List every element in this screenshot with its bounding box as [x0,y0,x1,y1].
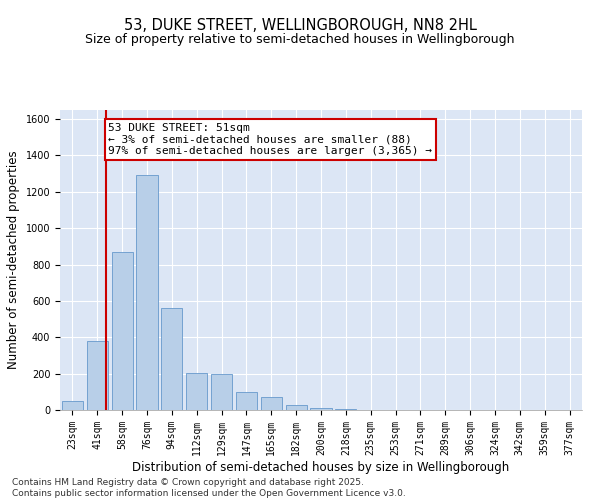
Bar [310,408,332,410]
Bar [211,374,232,410]
Text: 53, DUKE STREET, WELLINGBOROUGH, NN8 2HL: 53, DUKE STREET, WELLINGBOROUGH, NN8 2HL [124,18,476,32]
Bar [112,252,133,410]
Bar [236,392,257,410]
Bar [286,404,307,410]
X-axis label: Distribution of semi-detached houses by size in Wellingborough: Distribution of semi-detached houses by … [133,460,509,473]
Bar [87,341,108,410]
Bar [186,372,207,410]
Text: Contains HM Land Registry data © Crown copyright and database right 2025.
Contai: Contains HM Land Registry data © Crown c… [12,478,406,498]
Bar [161,308,182,410]
Text: 53 DUKE STREET: 51sqm
← 3% of semi-detached houses are smaller (88)
97% of semi-: 53 DUKE STREET: 51sqm ← 3% of semi-detac… [109,122,433,156]
Bar [136,176,158,410]
Bar [62,401,83,410]
Bar [261,398,282,410]
Y-axis label: Number of semi-detached properties: Number of semi-detached properties [7,150,20,370]
Text: Size of property relative to semi-detached houses in Wellingborough: Size of property relative to semi-detach… [85,32,515,46]
